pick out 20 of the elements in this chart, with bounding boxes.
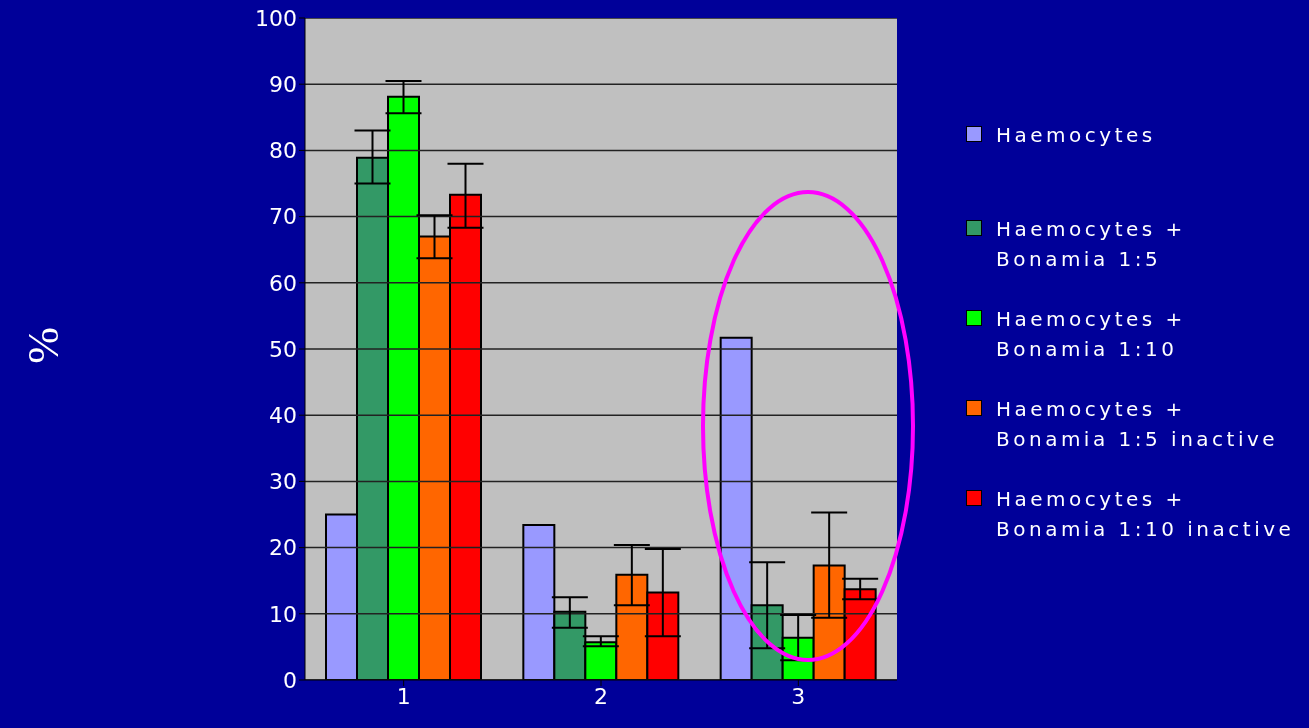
y-tick-label: 60 xyxy=(269,270,297,296)
y-tick-label: 0 xyxy=(283,667,297,693)
x-tick-label: 2 xyxy=(594,683,608,709)
legend-label: Haemocytes + Bonamia 1:10 xyxy=(996,306,1187,363)
x-tick-label: 1 xyxy=(396,683,411,709)
y-tick-label: 10 xyxy=(269,601,297,627)
y-tick-label: 50 xyxy=(269,336,297,362)
y-tick-label: 80 xyxy=(269,138,297,164)
y-tick-label: 100 xyxy=(255,5,297,31)
y-tick-label: 70 xyxy=(269,204,297,230)
y-tick-label: 90 xyxy=(269,72,297,98)
legend-label: Haemocytes xyxy=(996,122,1157,149)
legend-label: Haemocytes + Bonamia 1:10 inactive xyxy=(996,486,1296,543)
y-tick-label: 40 xyxy=(269,403,297,429)
legend-label: Haemocytes + Bonamia 1:5 inactive xyxy=(996,396,1280,453)
y-axis-title: % xyxy=(17,326,69,366)
legend-label: Haemocytes + Bonamia 1:5 xyxy=(996,216,1187,273)
y-tick-label: 30 xyxy=(269,469,297,495)
x-tick-label: 3 xyxy=(791,683,806,709)
y-tick-label: 20 xyxy=(269,535,297,561)
